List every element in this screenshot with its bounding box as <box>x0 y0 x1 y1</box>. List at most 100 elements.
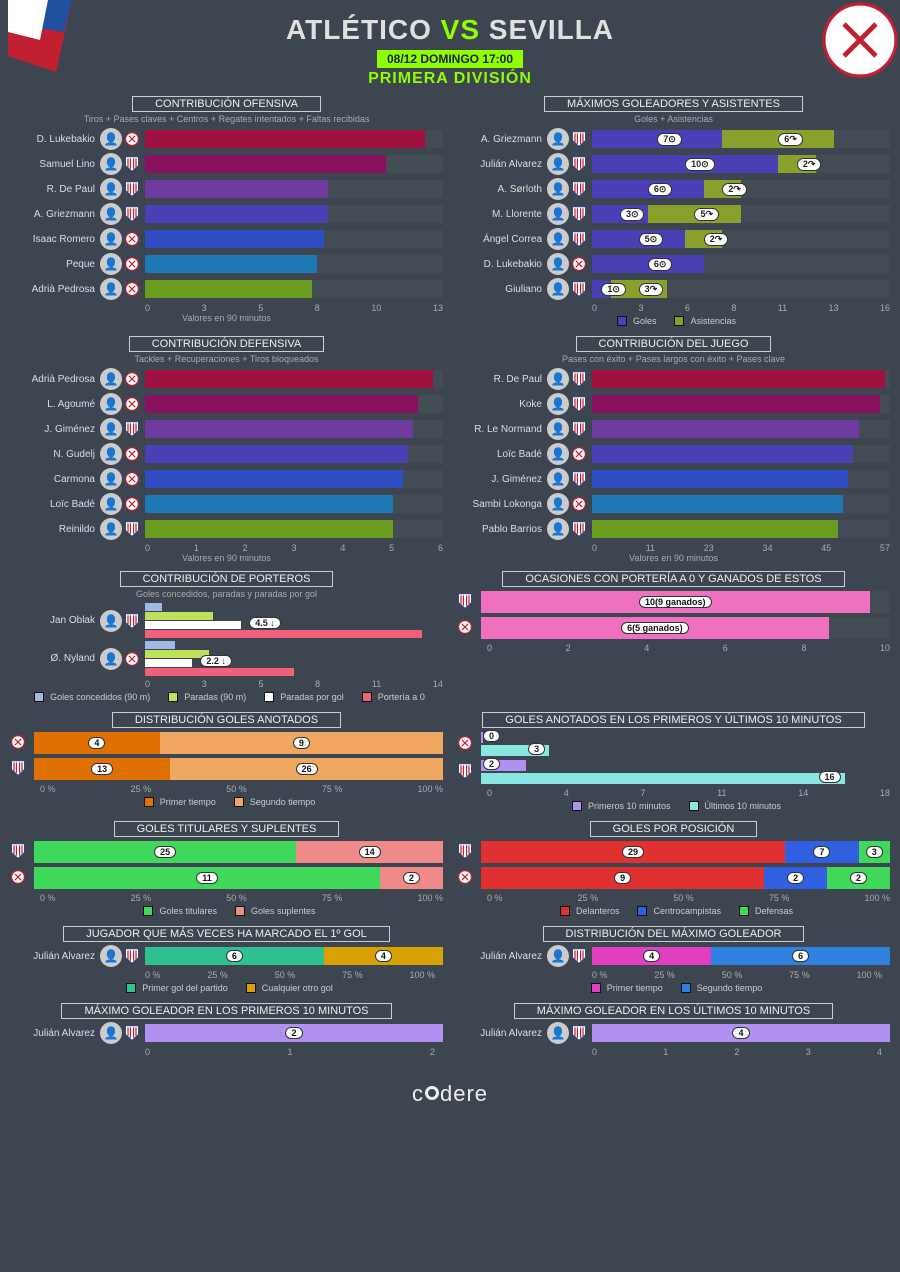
player-name: R. De Paul <box>457 374 547 385</box>
team-crest <box>124 206 140 222</box>
bar-label: 6(5 ganados) <box>621 622 689 634</box>
panel-distgoles: DISTRIBUCIÓN GOLES ANOTADOS 49 13260 %25… <box>10 712 443 813</box>
panel-title: CONTRIBUCIÓN DEL JUEGO <box>576 336 772 352</box>
bar-row: L. Agoumé 👤 <box>10 393 443 415</box>
team-crest <box>124 521 140 537</box>
player-name: Loïc Badé <box>10 499 100 510</box>
team-crest <box>124 1025 140 1041</box>
team-crest <box>571 181 587 197</box>
bar-row: Koke 👤 <box>457 393 890 415</box>
bar-row: Samuel Lino 👤 <box>10 153 443 175</box>
player-name: R. De Paul <box>10 184 100 195</box>
axis: 012 <box>145 1047 435 1057</box>
panel-ofensiva: CONTRIBUCIÓN OFENSIVATiros + Pases clave… <box>10 96 443 328</box>
player-name: Koke <box>457 399 547 410</box>
player-name: Julián Alvarez <box>10 951 100 962</box>
panel-maxfirst10: MÁXIMO GOLEADOR EN LOS PRIMEROS 10 MINUT… <box>10 1003 443 1057</box>
player-name: Julián Alvarez <box>457 1028 547 1039</box>
bar-row: J. Giménez 👤 <box>457 468 890 490</box>
bar-row: Julián Alvarez 👤 10⊙ 2↷ <box>457 153 890 175</box>
player-avatar: 👤 <box>100 368 122 390</box>
player-avatar: 👤 <box>547 443 569 465</box>
team-crest <box>124 156 140 172</box>
player-avatar: 👤 <box>100 945 122 967</box>
bar-row: J. Giménez 👤 <box>10 418 443 440</box>
player-name: N. Gudelj <box>10 449 100 460</box>
player-avatar: 👤 <box>547 178 569 200</box>
team-crest <box>571 231 587 247</box>
bar-row: Reinildo 👤 <box>10 518 443 540</box>
panel-subtitle: Pases con éxito + Pases largos con éxito… <box>457 354 890 364</box>
bar-row: Peque 👤 <box>10 253 443 275</box>
team-crest <box>571 371 587 387</box>
team-crest <box>571 206 587 222</box>
player-name: R. Le Normand <box>457 424 547 435</box>
team-crest <box>124 181 140 197</box>
player-name: Loïc Badé <box>457 449 547 460</box>
team-crest <box>124 231 140 247</box>
match-date: 08/12 DOMINGO 17:00 <box>377 50 523 68</box>
team-crest <box>571 131 587 147</box>
player-name: L. Agoumé <box>10 399 100 410</box>
player-avatar: 👤 <box>100 178 122 200</box>
team-crest <box>571 948 587 964</box>
player-row: Julián Alvarez 👤 4 <box>457 1022 890 1044</box>
panel-title: CONTRIBUCIÓN DE PORTEROS <box>120 571 334 587</box>
seg-label: 9 <box>293 737 310 749</box>
player-name: Julián Alvarez <box>457 951 547 962</box>
team-row: 2514 <box>10 841 443 863</box>
legend: Primer tiempoSegundo tiempo <box>10 797 443 809</box>
panel-title: MÁXIMO GOLEADOR EN LOS PRIMEROS 10 MINUT… <box>61 1003 391 1019</box>
panel-defensiva: CONTRIBUCIÓN DEFENSIVATackles + Recupera… <box>10 336 443 563</box>
player-row: Julián Alvarez 👤 6 4 <box>10 945 443 967</box>
player-avatar: 👤 <box>547 203 569 225</box>
player-row: Julián Alvarez 👤 2 <box>10 1022 443 1044</box>
seg-label: 11 <box>196 872 218 884</box>
team-b-name: SEVILLA <box>489 14 614 45</box>
panel-title: DISTRIBUCIÓN GOLES ANOTADOS <box>112 712 341 728</box>
team-a-name: ATLÉTICO <box>286 14 432 45</box>
legend: GolesAsistencias <box>457 316 890 328</box>
player-name: Adrià Pedrosa <box>10 374 100 385</box>
team-crest <box>124 948 140 964</box>
team-crest <box>457 593 475 611</box>
seg-label: 7 <box>813 846 830 858</box>
axis: 0368111316 <box>592 303 890 313</box>
panel-title: MÁXIMO GOLEADOR EN LOS ÚLTIMOS 10 MINUTO… <box>514 1003 833 1019</box>
seg-label: 29 <box>622 846 644 858</box>
team-crest <box>124 613 140 629</box>
team-crest <box>571 256 587 272</box>
seg-label: 25 <box>154 846 176 858</box>
team-row: 0 3 <box>457 732 890 756</box>
player-avatar: 👤 <box>547 128 569 150</box>
player-avatar: 👤 <box>547 368 569 390</box>
panel-cleansheets: OCASIONES CON PORTERÍA A 0 Y GANADOS DE … <box>457 571 890 704</box>
panel-porteros: CONTRIBUCIÓN DE PORTEROSGoles concedidos… <box>10 571 443 704</box>
team-crest <box>10 869 28 887</box>
panel-maxlast10: MÁXIMO GOLEADOR EN LOS ÚLTIMOS 10 MINUTO… <box>457 1003 890 1057</box>
team-crest <box>571 1025 587 1041</box>
bar-row: Sambi Lokonga 👤 <box>457 493 890 515</box>
team-crest <box>571 521 587 537</box>
player-avatar: 👤 <box>547 468 569 490</box>
panel-subtitle: Tackles + Recuperaciones + Tiros bloquea… <box>10 354 443 364</box>
player-avatar: 👤 <box>547 1022 569 1044</box>
team-crest <box>124 496 140 512</box>
team-row: 2 16 <box>457 760 890 784</box>
player-avatar: 👤 <box>100 418 122 440</box>
player-name: Julián Alvarez <box>457 159 547 170</box>
team-crest <box>457 843 475 861</box>
axis: 047111418 <box>487 788 890 798</box>
team-crest <box>124 256 140 272</box>
player-name: D. Lukebakio <box>10 134 100 145</box>
team-crest <box>124 371 140 387</box>
bar-row: Ángel Correa 👤 5⊙ 2↷ <box>457 228 890 250</box>
seg-label: 9 <box>614 872 631 884</box>
bar-row: Pablo Barrios 👤 <box>457 518 890 540</box>
panel-golespos: GOLES POR POSICIÓN 2973 9220 %25 %50 %75… <box>457 821 890 918</box>
bar-row: Loïc Badé 👤 <box>457 443 890 465</box>
match-header: ATLÉTICO VS SEVILLA 08/12 DOMINGO 17:00 … <box>0 0 900 96</box>
player-avatar: 👤 <box>547 518 569 540</box>
team-crest <box>124 396 140 412</box>
axis: 0 %25 %50 %75 %100 % <box>592 970 882 980</box>
